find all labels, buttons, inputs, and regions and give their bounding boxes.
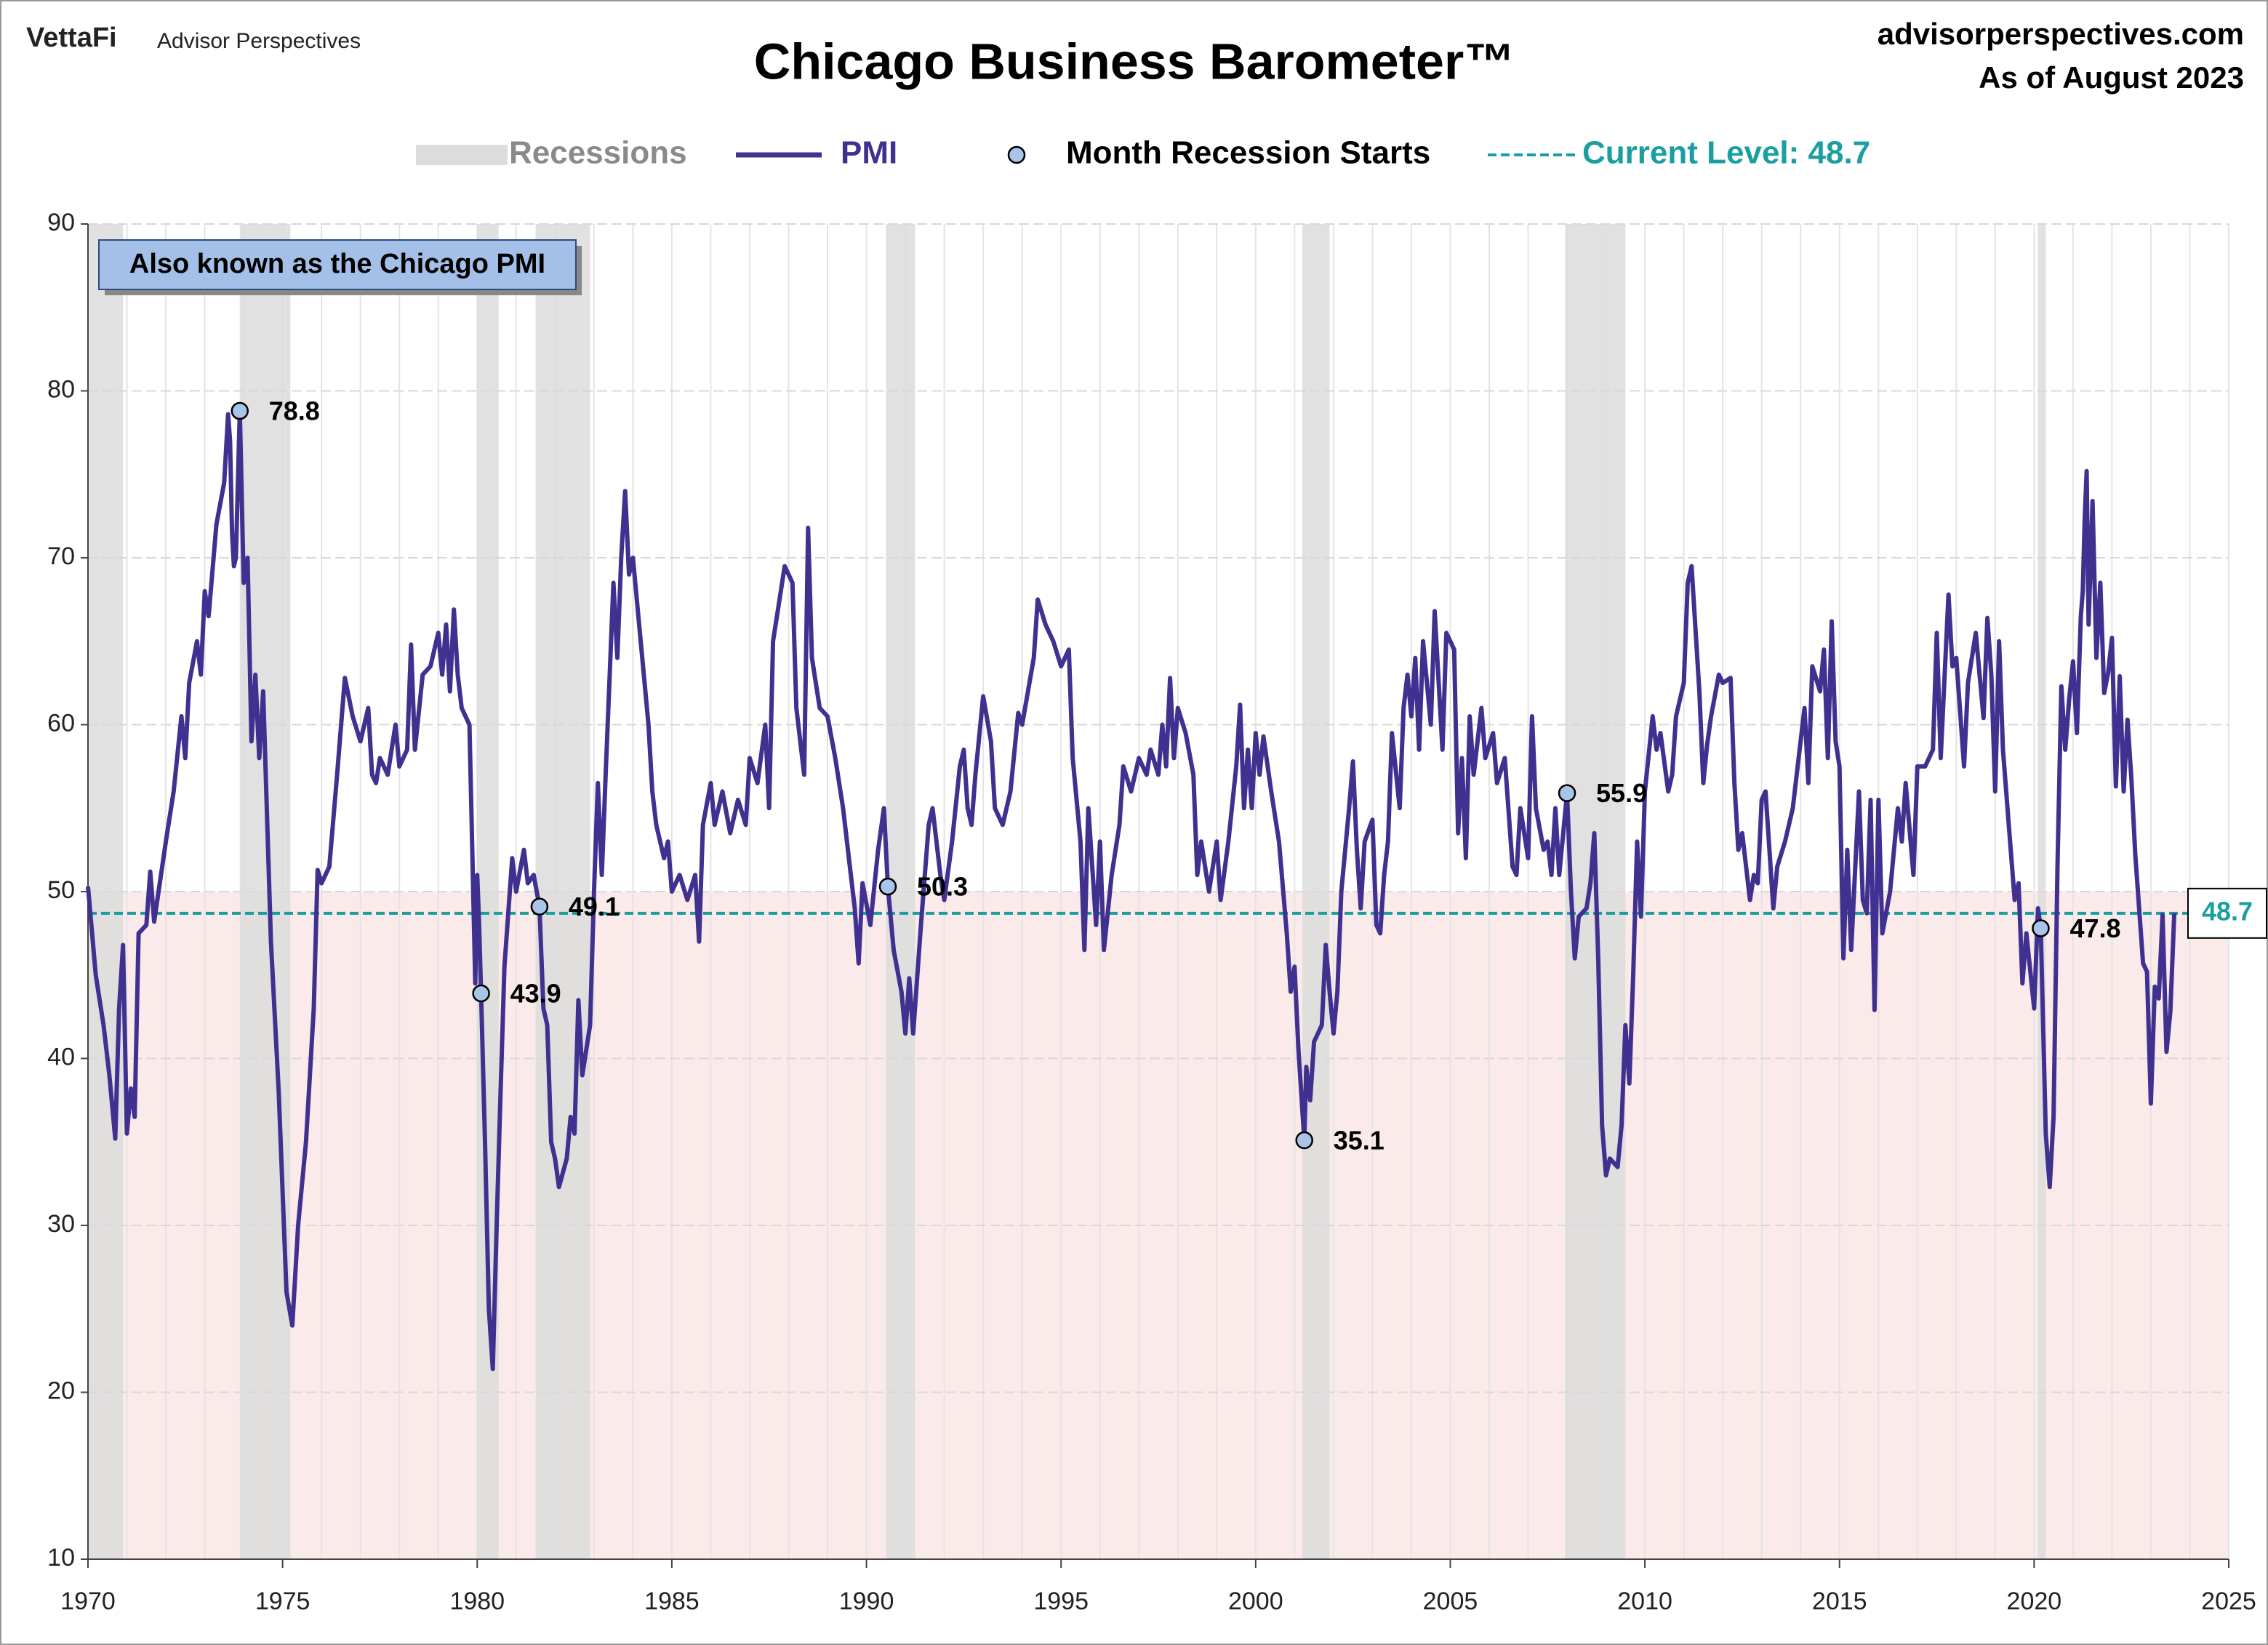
annotation-box <box>98 239 577 290</box>
recession-start-marker <box>472 984 490 1003</box>
recession-start-label: 47.8 <box>2069 913 2120 943</box>
y-tick-label: 90 <box>47 209 75 236</box>
current-level-box <box>2187 887 2267 939</box>
legend-label: Current Level: 48.7 <box>1582 135 1870 171</box>
x-tick-label: 1980 <box>449 1588 505 1615</box>
y-tick-label: 10 <box>47 1544 75 1572</box>
x-tick-label: 2015 <box>1812 1588 1867 1615</box>
legend-label: PMI <box>841 135 897 171</box>
pmi-line <box>86 409 2177 1372</box>
recession-start-marker <box>1295 1131 1313 1150</box>
recession-start-marker <box>231 401 249 420</box>
annotation: Also known as the Chicago PMI <box>129 249 545 279</box>
legend-label: Recessions <box>509 135 687 171</box>
x-tick-label: 2020 <box>2007 1588 2062 1615</box>
x-tick-label: 1975 <box>255 1588 310 1615</box>
recession-start-marker <box>2032 919 2050 937</box>
brand: VettaFi <box>26 23 117 53</box>
recession-start-label: 43.9 <box>510 979 561 1009</box>
x-tick-label: 2005 <box>1423 1588 1478 1615</box>
recession-start-label: 50.3 <box>917 872 968 902</box>
y-tick-label: 40 <box>47 1043 75 1070</box>
recession-start-label: 55.9 <box>1596 778 1647 808</box>
y-tick-label: 20 <box>47 1377 75 1404</box>
as-of: As of August 2023 <box>1979 60 2244 95</box>
y-tick-label: 50 <box>47 876 75 904</box>
source: advisorperspectives.com <box>1878 17 2244 51</box>
x-tick-label: 2000 <box>1228 1588 1283 1615</box>
recession-start-label: 35.1 <box>1334 1125 1385 1155</box>
x-tick-label: 2010 <box>1617 1588 1672 1615</box>
y-tick-label: 30 <box>47 1210 75 1238</box>
x-tick-label: 2025 <box>2201 1588 2256 1615</box>
legend-marker-swatch <box>1007 145 1026 164</box>
y-tick-label: 80 <box>47 375 75 403</box>
x-tick-label: 1990 <box>839 1588 894 1615</box>
recession-start-marker <box>1558 784 1576 802</box>
recession-start-marker <box>530 897 549 916</box>
recession-start-label: 78.8 <box>269 396 320 426</box>
y-tick-label: 60 <box>47 709 75 737</box>
legend-label: Month Recession Starts <box>1066 135 1430 171</box>
chart-title: Chicago Business Barometer™ <box>754 33 1515 89</box>
x-tick-label: 1970 <box>60 1588 116 1615</box>
recession-start-marker <box>878 877 897 896</box>
y-tick-label: 70 <box>47 543 75 570</box>
legend-recession-swatch <box>416 145 508 165</box>
brand-sub: Advisor Perspectives <box>157 29 361 53</box>
x-tick-label: 1995 <box>1033 1588 1089 1615</box>
recession-start-label: 49.1 <box>569 892 620 921</box>
current-level-label: 48.7 <box>2202 896 2253 926</box>
x-tick-label: 1985 <box>644 1588 700 1615</box>
